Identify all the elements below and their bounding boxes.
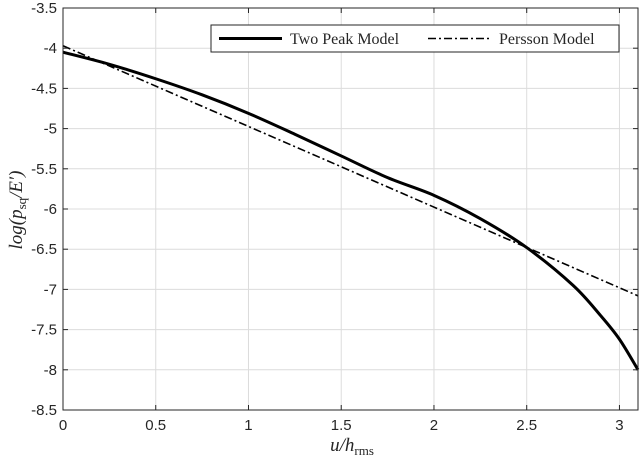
y-tick-label: -5 — [44, 121, 57, 138]
y-axis-label: log(psq/E′) — [6, 170, 29, 249]
y-tick-label: -8 — [44, 362, 57, 379]
x-tick-label: 3 — [615, 417, 623, 434]
y-tick-label: -6 — [44, 201, 57, 218]
x-axis-label: u/hrms — [330, 435, 374, 458]
y-tick-label: -7 — [44, 281, 57, 298]
x-tick-label: 0 — [59, 417, 67, 434]
ticks — [62, 7, 638, 411]
y-tick-label: -8.5 — [31, 402, 57, 419]
y-tick-label: -5.5 — [31, 161, 57, 178]
x-tick-label: 2.5 — [516, 417, 537, 434]
x-tick-label: 2 — [430, 417, 438, 434]
series-line-two-peak-model — [62, 50, 640, 371]
x-tick-label: 0.5 — [145, 417, 166, 434]
y-tick-label: -3.5 — [31, 0, 57, 17]
legend-label-two-peak: Two Peak Model — [290, 31, 400, 48]
y-tick-label: -4.5 — [31, 80, 57, 97]
legend-label-persson: Persson Model — [499, 31, 595, 48]
legend: Two Peak Model Persson Model — [210, 24, 620, 53]
x-tick-label: 1 — [244, 417, 252, 434]
y-tick-label: -6.5 — [31, 241, 57, 258]
y-tick-label: -4 — [44, 40, 57, 57]
tick-labels: 0 0.5 1 1.5 2 2.5 3 -3.5 -4 -4.5 -5 -5.5 -6 -6.5 -7 -7.… — [31, 0, 623, 434]
series-layer — [62, 45, 640, 371]
y-tick-label: -7.5 — [31, 322, 57, 339]
x-tick-label: 1.5 — [331, 417, 352, 434]
